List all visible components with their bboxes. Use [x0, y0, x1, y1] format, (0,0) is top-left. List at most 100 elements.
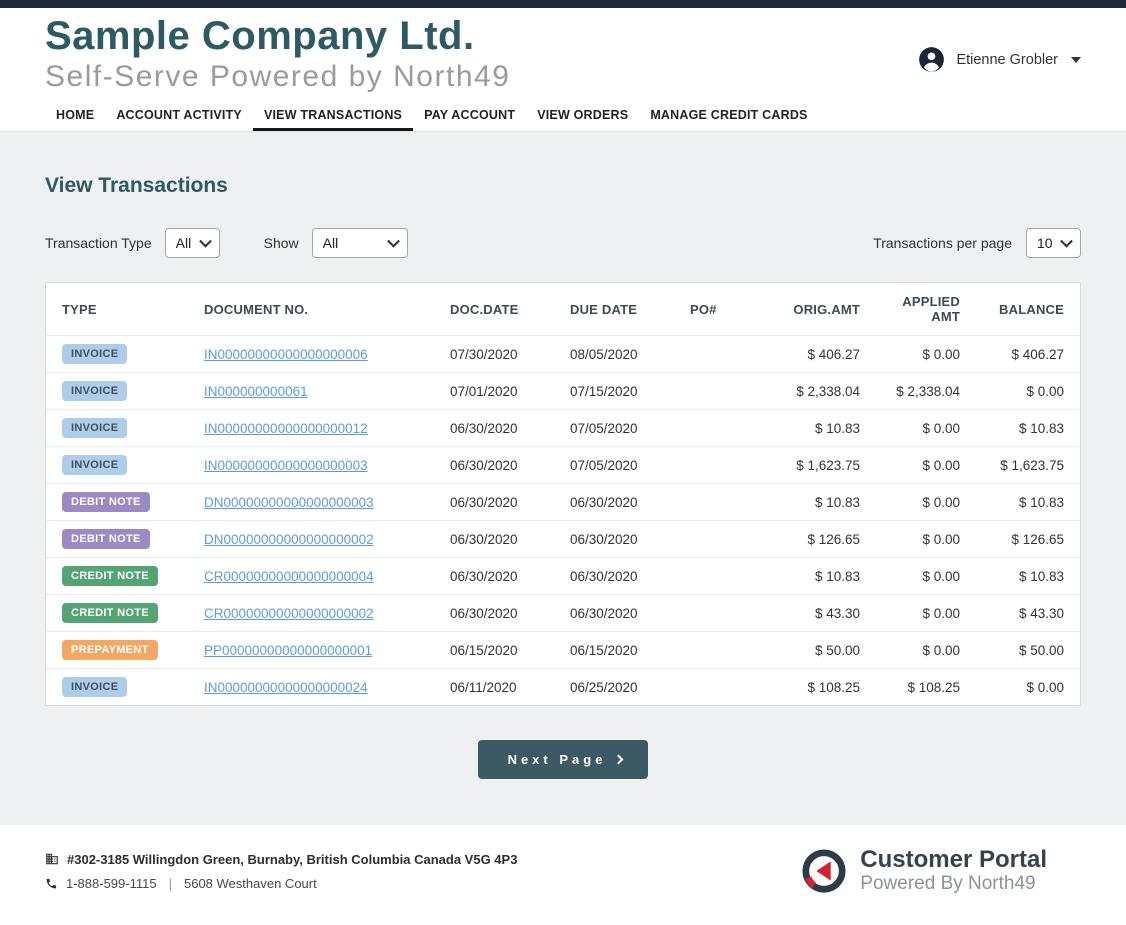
document-number-link[interactable]: IN000000000061	[204, 383, 308, 399]
applied-amt-cell: $ 0.00	[868, 446, 968, 484]
nav-item-manage-credit-cards[interactable]: MANAGE CREDIT CARDS	[650, 108, 808, 122]
show-select-wrap: All	[311, 228, 408, 258]
orig-amt-cell: $ 108.25	[768, 668, 868, 705]
phone-icon	[46, 878, 57, 888]
document-number-link[interactable]: PP00000000000000000001	[204, 642, 373, 658]
table-row: INVOICE IN00000000000000000003 06/30/2020 0…	[46, 446, 1080, 484]
due-date-cell: 06/15/2020	[562, 631, 682, 669]
applied-amt-cell: $ 0.00	[868, 594, 968, 632]
type-badge: INVOICE	[62, 677, 128, 697]
footer-address2: 5608 Westhaven Court	[183, 875, 317, 891]
orig-amt-cell: $ 10.83	[768, 557, 868, 595]
nav-item-account-activity[interactable]: ACCOUNT ACTIVITY	[116, 108, 242, 122]
footer-phone-line: 1-888-599-1115 | 5608 Westhaven Court	[45, 876, 517, 891]
page-title: View Transactions	[45, 174, 228, 197]
orig-amt-cell: $ 43.30	[768, 594, 868, 632]
due-date-cell: 06/25/2020	[562, 668, 682, 705]
applied-amt-cell: $ 0.00	[868, 520, 968, 558]
footer-address-text: #302-3185 Willingdon Green, Burnaby, Bri…	[67, 851, 518, 867]
document-number-link[interactable]: IN00000000000000000003	[204, 457, 368, 473]
po-number-cell	[682, 409, 768, 447]
balance-cell: $ 10.83	[968, 557, 1080, 595]
site-header: Sample Company Ltd. Self-Serve Powered b…	[0, 8, 1126, 94]
document-number-link[interactable]: DN00000000000000000002	[204, 531, 374, 547]
balance-cell: $ 10.83	[968, 409, 1080, 447]
top-accent-bar	[0, 0, 1126, 8]
user-menu[interactable]: Etienne Grobler	[918, 46, 1081, 73]
due-date-cell: 07/15/2020	[562, 372, 682, 410]
table-row: CREDIT NOTE CR00000000000000000004 06/30/2…	[46, 557, 1080, 595]
column-header-due-date: DUE DATE	[570, 301, 638, 317]
column-header-balance: BALANCE	[999, 301, 1064, 317]
document-number-link[interactable]: IN00000000000000000006	[204, 346, 368, 362]
doc-date-cell: 06/30/2020	[442, 557, 562, 595]
type-badge: CREDIT NOTE	[62, 566, 158, 586]
nav-item-pay-account[interactable]: PAY ACCOUNT	[424, 108, 516, 122]
building-icon	[46, 853, 58, 865]
footer-contact: #302-3185 Willingdon Green, Burnaby, Bri…	[45, 852, 517, 891]
user-avatar-icon	[919, 47, 945, 72]
type-badge: INVOICE	[62, 418, 128, 438]
due-date-cell: 06/30/2020	[562, 557, 682, 595]
document-number-link[interactable]: IN00000000000000000024	[204, 679, 368, 695]
transaction-type-select-wrap: All	[164, 228, 220, 258]
document-number-link[interactable]: IN00000000000000000012	[204, 420, 368, 436]
orig-amt-cell: $ 406.27	[768, 335, 868, 373]
customer-portal-logo: Customer Portal Powered By North49	[801, 847, 1047, 895]
document-number-link[interactable]: DN00000000000000000003	[204, 494, 374, 510]
nav-item-view-transactions[interactable]: VIEW TRANSACTIONS	[253, 100, 413, 131]
per-page-select[interactable]: 10	[1026, 228, 1081, 258]
table-row: DEBIT NOTE DN00000000000000000002 06/30/20…	[46, 520, 1080, 558]
doc-date-cell: 06/15/2020	[442, 631, 562, 669]
transaction-type-filter: Transaction Type All	[45, 228, 220, 258]
customer-portal-text: Customer Portal Powered By North49	[860, 847, 1047, 895]
type-badge: INVOICE	[62, 344, 128, 364]
po-number-cell	[682, 557, 768, 595]
applied-amt-cell: $ 0.00	[868, 409, 968, 447]
column-header-type: TYPE	[62, 301, 97, 317]
show-select[interactable]: All	[311, 228, 408, 258]
next-page-button[interactable]: Next Page	[477, 740, 649, 779]
orig-amt-cell: $ 1,623.75	[768, 446, 868, 484]
nav-item-view-orders[interactable]: VIEW ORDERS	[537, 108, 629, 122]
po-number-cell	[682, 631, 768, 669]
document-number-link[interactable]: CR00000000000000000004	[204, 568, 374, 584]
due-date-cell: 08/05/2020	[562, 335, 682, 373]
nav-item-home[interactable]: HOME	[56, 108, 95, 122]
orig-amt-cell: $ 10.83	[768, 409, 868, 447]
show-filter: Show All	[264, 228, 408, 258]
customer-portal-subtitle: Powered By North49	[860, 873, 1036, 895]
column-header-orig-amt: ORIG.AMT	[793, 301, 860, 317]
pagination: Next Page	[45, 740, 1081, 779]
transaction-type-label: Transaction Type	[45, 235, 152, 251]
company-tagline: Self-Serve Powered by North49	[45, 60, 511, 93]
next-page-label: Next Page	[507, 752, 607, 767]
applied-amt-cell: $ 0.00	[868, 557, 968, 595]
type-badge: DEBIT NOTE	[62, 529, 150, 549]
column-header-po-: PO#	[690, 301, 717, 317]
per-page-filter: Transactions per page 10	[873, 228, 1081, 258]
table-row: INVOICE IN000000000061 07/01/2020 07/15/202…	[46, 372, 1080, 410]
applied-amt-cell: $ 108.25	[868, 668, 968, 705]
doc-date-cell: 06/11/2020	[442, 668, 562, 705]
po-number-cell	[682, 372, 768, 410]
orig-amt-cell: $ 50.00	[768, 631, 868, 669]
footer-phone-number: 1-888-599-1115	[66, 875, 157, 891]
table-row: DEBIT NOTE DN00000000000000000003 06/30/20…	[46, 483, 1080, 521]
per-page-select-wrap: 10	[1026, 228, 1081, 258]
column-header-applied-amt: APPLIED AMT	[902, 294, 960, 324]
orig-amt-cell: $ 10.83	[768, 483, 868, 521]
balance-cell: $ 10.83	[968, 483, 1080, 521]
doc-date-cell: 07/01/2020	[442, 372, 562, 410]
table-row: INVOICE IN00000000000000000012 06/30/2020 0…	[46, 409, 1080, 447]
transaction-type-select[interactable]: All	[164, 228, 220, 258]
due-date-cell: 07/05/2020	[562, 446, 682, 484]
content-area: View Transactions Transaction Type All S…	[0, 132, 1126, 825]
document-number-link[interactable]: CR00000000000000000002	[204, 605, 374, 621]
doc-date-cell: 06/30/2020	[442, 483, 562, 521]
doc-date-cell: 06/30/2020	[442, 446, 562, 484]
po-number-cell	[682, 483, 768, 521]
main-nav: HOME ACCOUNT ACTIVITY VIEW TRANSACTIONS PAY…	[0, 100, 1126, 132]
due-date-cell: 06/30/2020	[562, 594, 682, 632]
filters-bar: Transaction Type All Show All Transactio…	[45, 228, 1081, 258]
